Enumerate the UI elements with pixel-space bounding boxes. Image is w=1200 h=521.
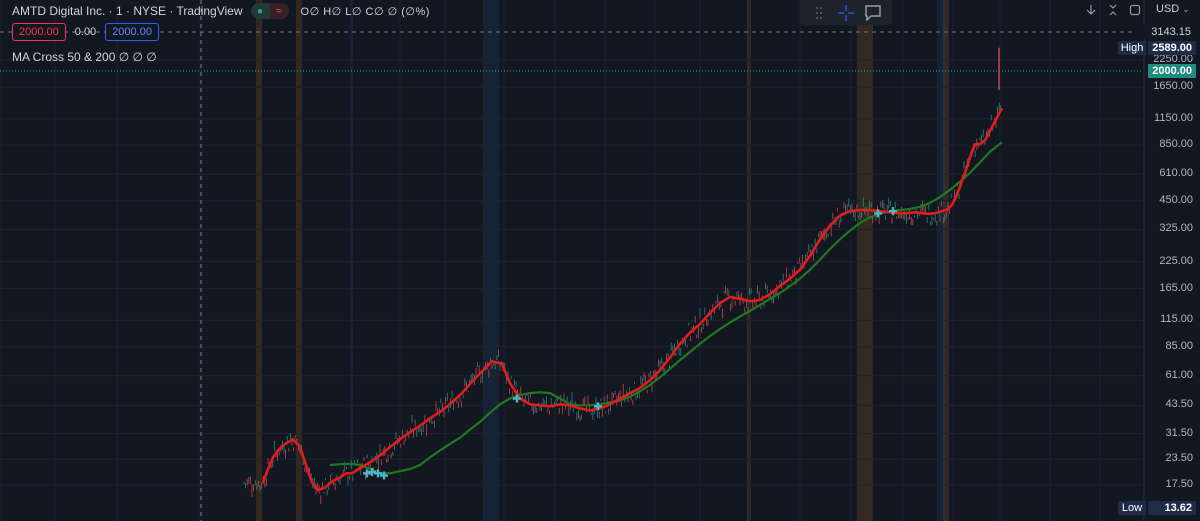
- comment-tool-icon[interactable]: [862, 3, 884, 23]
- low-value: 13.62: [1148, 501, 1196, 515]
- ma-fast-line: [261, 107, 1004, 492]
- session-band: [256, 0, 262, 521]
- ma-cross-marker: [874, 209, 882, 218]
- high-label: High: [1118, 41, 1146, 55]
- price-axis-label: 225.00: [1159, 254, 1193, 267]
- ma-cross-marker: [363, 469, 371, 478]
- drag-handle-icon[interactable]: [808, 3, 830, 23]
- currency-select[interactable]: USD ⌄: [1156, 0, 1190, 18]
- price-axis-label: 1650.00: [1153, 80, 1193, 93]
- chevron-down-icon: ⌄: [1182, 3, 1190, 14]
- session-highlights: [256, 0, 949, 521]
- low-label: Low: [1118, 501, 1146, 515]
- price-axis-label: 115.00: [1160, 313, 1193, 326]
- price-axis-label: 2250.00: [1153, 53, 1193, 65]
- price-axis-label: 1150.00: [1154, 111, 1193, 124]
- crosshair-tool-icon[interactable]: [835, 3, 857, 23]
- ma-cross-marker: [374, 469, 382, 478]
- order-bar: 2000.00 0.00 2000.00: [12, 23, 159, 41]
- spread-value: 0.00: [74, 26, 97, 38]
- price-axis-label: 43.50: [1165, 398, 1193, 411]
- sell-button[interactable]: 2000.00: [12, 23, 66, 41]
- price-axis-label: 23.50: [1165, 452, 1193, 465]
- ma-cross-marker: [368, 468, 376, 477]
- ma-cross-marker: [380, 471, 388, 480]
- indicator-legend: MA Cross 50 & 200 ∅ ∅ ∅: [12, 49, 157, 65]
- price-axis-label: 17.50: [1165, 478, 1193, 490]
- crosshair-price-label: 3143.15: [1136, 25, 1196, 39]
- chart-grid: [0, 0, 1143, 521]
- price-axis-label: 610.00: [1159, 167, 1193, 180]
- arrow-down-icon[interactable]: [1080, 0, 1102, 20]
- price-axis-label: 61.00: [1165, 368, 1193, 381]
- data-delayed-icon[interactable]: ≈: [269, 3, 289, 19]
- high-value: 2589.00: [1148, 41, 1196, 55]
- maximize-icon[interactable]: [1124, 0, 1146, 20]
- session-band: [857, 0, 873, 521]
- price-axis-label: 450.00: [1159, 193, 1193, 206]
- ma-cross-marker: [513, 394, 521, 403]
- price-axis-label: 850.00: [1159, 138, 1193, 151]
- ma-slow-line: [329, 141, 1003, 475]
- session-band: [943, 0, 949, 521]
- session-band: [747, 0, 751, 521]
- session-band: [937, 0, 945, 521]
- ma-cross-marker: [889, 207, 897, 216]
- floating-drawing-toolbar: [800, 0, 892, 25]
- session-band: [296, 0, 302, 521]
- buy-button[interactable]: 2000.00: [105, 23, 159, 41]
- market-open-icon[interactable]: ●: [250, 3, 270, 19]
- price-axis-label: 325.00: [1159, 222, 1193, 235]
- cross-markers: [363, 207, 897, 480]
- chart-controls: [1080, 0, 1146, 20]
- ma-cross-label[interactable]: MA Cross 50 & 200 ∅ ∅ ∅: [12, 50, 157, 64]
- price-axis-label: 165.00: [1159, 281, 1193, 294]
- candlestick-series: [243, 47, 1002, 504]
- symbol-legend: AMTD Digital Inc. · 1 · NYSE · TradingVi…: [12, 3, 430, 19]
- ma-cross-marker: [594, 402, 602, 411]
- session-band: [483, 0, 499, 521]
- ohlc-values: O∅ H∅ L∅ C∅ ∅ (∅%): [300, 5, 430, 18]
- market-status[interactable]: ● ≈: [250, 3, 289, 19]
- symbol-title[interactable]: AMTD Digital Inc. · 1 · NYSE · TradingVi…: [12, 4, 243, 18]
- currency-label: USD: [1156, 3, 1180, 15]
- price-axis-label: 85.00: [1165, 339, 1193, 352]
- collapse-icon[interactable]: [1102, 0, 1124, 20]
- price-axis-label: 31.50: [1165, 426, 1193, 439]
- moving-average-lines: [261, 107, 1004, 492]
- last-price-label: 2000.00: [1148, 64, 1196, 78]
- crosshair: [0, 0, 1145, 521]
